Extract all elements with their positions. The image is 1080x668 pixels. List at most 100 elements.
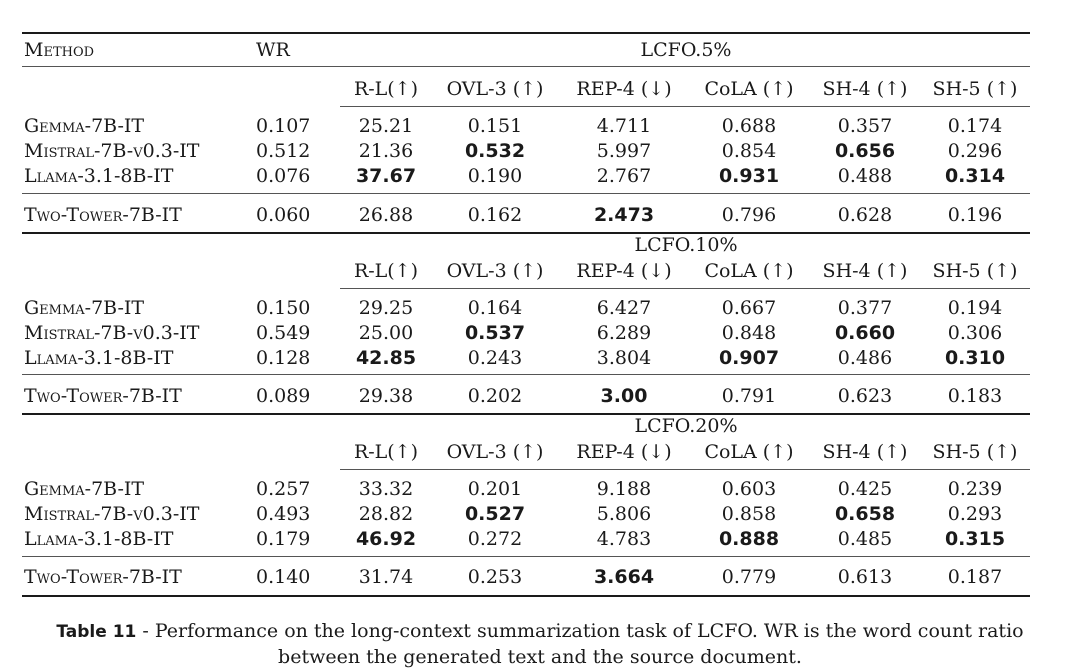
metric-value: 0.190	[467, 165, 523, 187]
metric-value: 0.201	[467, 478, 523, 500]
metric-header: CoLA (↑)	[704, 441, 794, 463]
metric-value: 6.427	[596, 297, 652, 319]
wr-value: 0.060	[256, 204, 311, 226]
metric-value: 9.188	[596, 478, 652, 500]
metric-header: SH-4 (↑)	[822, 260, 908, 282]
rule	[22, 32, 1030, 34]
metric-value: 0.532	[464, 140, 526, 162]
metric-value: 0.486	[837, 347, 893, 369]
metric-value: 0.779	[721, 566, 777, 588]
metric-value: 3.804	[596, 347, 652, 369]
wr-value: 0.257	[256, 478, 311, 500]
method-header: Method	[24, 39, 95, 61]
wr-value: 0.089	[256, 385, 311, 407]
metric-value: 0.931	[718, 165, 780, 187]
wr-header: WR	[256, 39, 290, 61]
metric-value: 0.796	[721, 204, 777, 226]
metric-value: 0.202	[467, 385, 523, 407]
metric-value: 0.603	[721, 478, 777, 500]
wr-value: 0.493	[256, 503, 311, 525]
wr-value: 0.107	[256, 115, 311, 137]
metric-value: 0.628	[837, 204, 893, 226]
metric-value: 3.664	[593, 566, 655, 588]
model-name: Llama-3.1-8B-IT	[24, 165, 174, 187]
metric-header: OVL-3 (↑)	[446, 78, 544, 100]
metric-value: 0.658	[834, 503, 896, 525]
metric-value: 0.848	[721, 322, 777, 344]
metric-value: 37.67	[355, 165, 417, 187]
wr-value: 0.179	[256, 528, 311, 550]
metric-header: CoLA (↑)	[704, 260, 794, 282]
metric-header: SH-4 (↑)	[822, 441, 908, 463]
table-caption: Table 11 - Performance on the long-conte…	[0, 619, 1080, 668]
rule	[22, 595, 1030, 597]
metric-value: 25.21	[358, 115, 414, 137]
metric-value: 0.310	[944, 347, 1006, 369]
metric-value: 31.74	[358, 566, 414, 588]
metric-header: REP-4 (↓)	[576, 441, 672, 463]
metric-value: 46.92	[355, 528, 417, 550]
wr-value: 0.128	[256, 347, 311, 369]
metric-value: 2.767	[596, 165, 652, 187]
metric-value: 0.613	[837, 566, 893, 588]
metric-header: OVL-3 (↑)	[446, 260, 544, 282]
metric-value: 0.187	[947, 566, 1003, 588]
caption-label: Table 11	[56, 622, 137, 642]
model-name: Gemma-7B-IT	[24, 297, 145, 319]
metric-value: 3.00	[600, 385, 648, 407]
rule	[22, 232, 1030, 234]
wr-value: 0.140	[256, 566, 311, 588]
rule	[340, 106, 1030, 107]
metric-value: 0.306	[947, 322, 1003, 344]
metric-value: 6.289	[596, 322, 652, 344]
rule	[22, 193, 1030, 194]
metric-value: 0.239	[947, 478, 1003, 500]
model-name: Llama-3.1-8B-IT	[24, 347, 174, 369]
metric-value: 0.854	[721, 140, 777, 162]
metric-value: 0.174	[947, 115, 1003, 137]
model-name: Two-Tower-7B-IT	[24, 566, 182, 588]
metric-value: 0.315	[944, 528, 1006, 550]
metric-header: REP-4 (↓)	[576, 260, 672, 282]
metric-value: 0.485	[837, 528, 893, 550]
rule	[22, 556, 1030, 557]
metric-header: CoLA (↑)	[704, 78, 794, 100]
metric-value: 0.183	[947, 385, 1003, 407]
metric-value: 0.858	[721, 503, 777, 525]
wr-value: 0.150	[256, 297, 311, 319]
metric-value: 0.151	[467, 115, 523, 137]
model-name: Gemma-7B-IT	[24, 478, 145, 500]
group-header-2: LCFO.10%	[634, 234, 738, 256]
metric-value: 4.711	[596, 115, 652, 137]
rule	[340, 469, 1030, 470]
metric-value: 28.82	[358, 503, 414, 525]
metric-value: 4.783	[596, 528, 652, 550]
metric-value: 0.623	[837, 385, 893, 407]
caption-text: - Performance on the long-context summar…	[136, 620, 1024, 642]
metric-header: OVL-3 (↑)	[446, 441, 544, 463]
metric-value: 0.791	[721, 385, 777, 407]
metric-value: 0.272	[467, 528, 523, 550]
metric-value: 0.164	[467, 297, 523, 319]
metric-value: 26.88	[358, 204, 414, 226]
model-name: Two-Tower-7B-IT	[24, 385, 182, 407]
model-name: Llama-3.1-8B-IT	[24, 528, 174, 550]
metric-header: SH-5 (↑)	[932, 441, 1018, 463]
metric-value: 0.194	[947, 297, 1003, 319]
model-name: Gemma-7B-IT	[24, 115, 145, 137]
metric-header: SH-4 (↑)	[822, 78, 908, 100]
group-header-3: LCFO.20%	[634, 415, 738, 437]
metric-value: 0.357	[837, 115, 893, 137]
metric-header: R-L(↑)	[353, 260, 419, 282]
metric-value: 0.425	[837, 478, 893, 500]
metric-value: 0.888	[718, 528, 780, 550]
rule	[22, 413, 1030, 415]
metric-value: 5.997	[596, 140, 652, 162]
metric-value: 0.667	[721, 297, 777, 319]
model-name: Two-Tower-7B-IT	[24, 204, 182, 226]
rule	[22, 374, 1030, 375]
metric-value: 0.488	[837, 165, 893, 187]
metric-value: 0.196	[947, 204, 1003, 226]
metric-header: SH-5 (↑)	[932, 78, 1018, 100]
group-header-1: LCFO.5%	[640, 39, 732, 61]
